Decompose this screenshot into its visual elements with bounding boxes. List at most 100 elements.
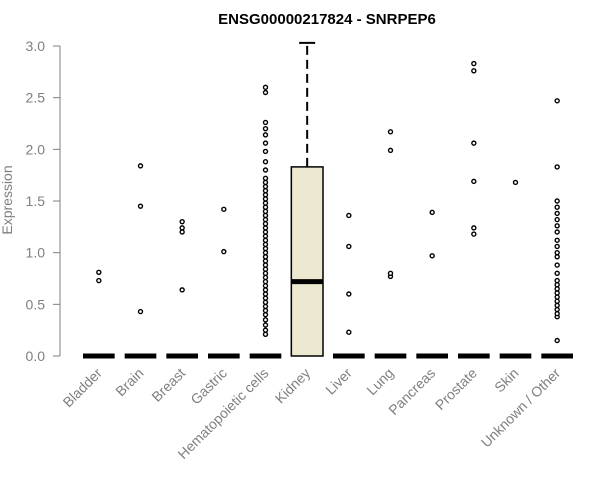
y-tick-label: 1.5 [26,193,46,209]
outlier-point [262,233,269,239]
box-skin [499,179,532,359]
outlier-point [262,132,269,138]
outlier-point [262,327,269,333]
outlier-point [137,203,144,209]
outlier-point [262,192,269,198]
outlier-point [262,212,269,219]
x-tick-label: Bladder [60,365,106,411]
outlier-point [262,187,269,194]
outlier-point [471,60,477,67]
outlier-point [262,270,269,277]
outlier-point [554,254,560,260]
outlier-point [387,147,394,154]
y-axis: 0.0 0.5 1.0 1.5 2.0 2.5 3.0 [26,38,61,364]
outlier-point [96,277,102,284]
box-series [83,41,573,359]
outlier-point [512,179,519,186]
outlier-point [554,198,560,204]
x-tick-label: Skin [491,365,522,396]
box-kidney [290,41,324,357]
outlier-point [429,209,435,216]
outlier-point [387,129,394,135]
x-tick-label: Brain [112,365,146,399]
outlier-point [262,295,269,301]
outlier-point [471,231,477,237]
outlier-point [554,306,560,313]
outlier-point [262,331,269,337]
y-tick-label: 1.0 [26,245,46,261]
outlier-point [554,337,560,344]
outlier-point [262,216,269,223]
outlier-point [262,229,269,235]
box-prostate [458,60,490,359]
outlier-point [262,125,269,132]
outlier-point [262,208,269,215]
outlier-point [554,290,560,296]
outlier-point [96,269,102,275]
chart-title: ENSG00000217824 - SNRPEP6 [218,11,436,28]
outlier-point [262,183,269,190]
outlier-point [554,229,560,235]
outlier-point [554,286,560,292]
outlier-point [262,249,269,256]
outlier-point [471,225,477,231]
outlier-point [554,282,560,288]
outlier-point [262,89,269,96]
outlier-point [221,248,227,255]
box-gastric [208,206,240,359]
outlier-point [179,218,185,225]
outlier-point [554,298,560,304]
outlier-point [262,258,269,264]
outlier-point [262,84,269,91]
outlier-point [179,229,185,235]
outlier-point [179,287,185,293]
outlier-point [262,266,269,272]
outlier-point [262,204,269,210]
outlier-point [137,308,144,315]
box-hematopoietic-cells [249,84,282,359]
box-bladder [83,269,115,359]
outlier-point [346,329,352,335]
outlier-point [429,253,435,259]
outlier-point [262,245,269,252]
outlier-point [262,140,269,146]
outlier-point [262,317,269,323]
outlier-point [554,164,560,170]
outlier-point [262,311,269,318]
outlier-point [262,237,269,243]
outlier-point [554,98,560,104]
outlier-point [471,68,477,74]
outlier-point [554,262,560,268]
outlier-point [554,294,560,300]
box-liver [333,212,365,359]
outlier-point [262,254,269,260]
outlier-point [346,291,352,297]
outlier-point [262,179,269,186]
x-tick-label: Breast [148,365,188,405]
outlier-point [262,322,269,328]
outlier-point [262,148,269,155]
outlier-point [387,270,394,277]
outlier-point [262,262,269,268]
outlier-point [262,303,269,310]
x-tick-label: Prostate [432,365,480,413]
outlier-point [262,287,269,293]
outlier-point [262,283,269,289]
outlier-point [554,216,560,223]
outlier-point [554,210,560,217]
outlier-point [262,159,269,165]
x-tick-label: Liver [322,365,355,398]
x-tick-label: Unknown / Other [478,365,564,451]
outlier-point [262,225,269,231]
y-tick-label: 0.0 [26,348,46,364]
outlier-point [262,291,269,297]
box-unknown-other [541,98,573,359]
outlier-point [262,175,269,181]
x-tick-label: Lung [363,365,396,398]
box-pancreas [416,209,448,359]
box-breast [166,218,198,359]
outlier-point [262,278,269,285]
outlier-point [554,223,560,229]
